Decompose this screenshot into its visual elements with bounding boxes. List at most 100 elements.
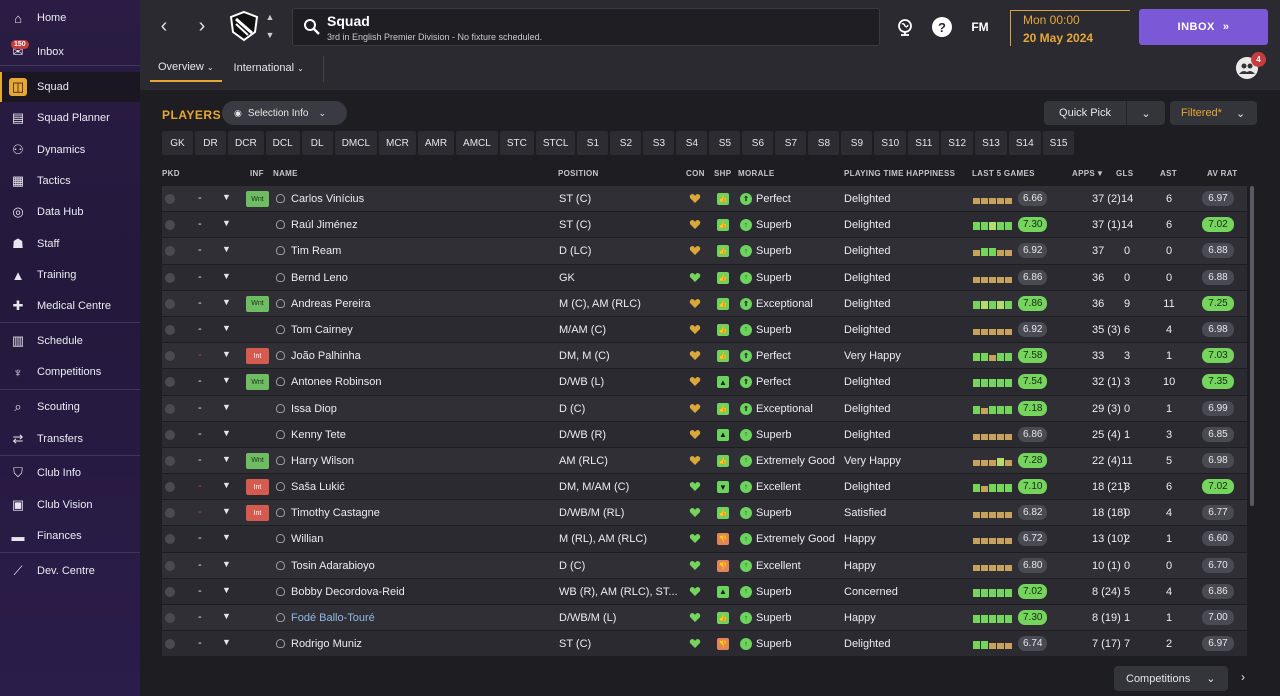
sidebar-item-squad[interactable]: ◫ Squad [0, 72, 140, 102]
fm-logo[interactable]: FM [971, 20, 989, 34]
position-filter-s5[interactable]: S5 [709, 131, 741, 155]
chevron-down-icon[interactable]: ▼ [222, 584, 231, 595]
table-row[interactable]: - ▼ Wnt Carlos Vinícius ST (C) 👍 ⇑ Perfect Delig… [162, 186, 1247, 213]
table-row[interactable]: - ▼ Tosin Adarabioyo D (C) 👎 ↑ Excellent Happy 6… [162, 552, 1247, 579]
position-filter-s11[interactable]: S11 [908, 131, 940, 155]
position-filter-stcl[interactable]: STCL [535, 131, 576, 155]
chevron-down-icon[interactable]: ▼ [222, 453, 231, 464]
col-name[interactable]: NAME [273, 169, 298, 178]
picked-indicator[interactable] [165, 613, 175, 623]
sidebar-item-competitions[interactable]: ♆ Competitions [0, 357, 140, 387]
tab-overview[interactable]: Overview ⌄ [150, 54, 222, 82]
table-row[interactable]: - ▼ Int Saša Lukić DM, M/AM (C) ▼ ↑ Excellent De… [162, 474, 1247, 501]
selection-status[interactable]: - [198, 192, 202, 204]
selection-status[interactable]: - [198, 401, 202, 414]
chevron-down-icon[interactable]: ▼ [222, 218, 231, 229]
player-name[interactable]: Bobby Decordova-Reid [291, 585, 405, 598]
col-playing-time-happiness[interactable]: PLAYING TIME HAPPINESS [844, 169, 956, 178]
sidebar-item-home[interactable]: ⌂ Home [0, 3, 140, 33]
player-name[interactable]: Antonee Robinson [291, 376, 382, 389]
table-row[interactable]: - ▼ Bernd Leno GK 👍 ↑ Superb Delighted 6.86 36 0 0 6… [162, 264, 1247, 291]
club-switch-icon[interactable]: ▲ ▼ [265, 12, 275, 40]
next-arrow-icon[interactable]: › [1241, 670, 1245, 684]
table-scrollbar[interactable] [1250, 186, 1254, 506]
player-name[interactable]: Tom Cairney [291, 323, 353, 336]
picked-indicator[interactable] [165, 220, 175, 231]
position-filter-s8[interactable]: S8 [808, 131, 840, 155]
position-filter-gk[interactable]: GK [162, 131, 193, 155]
picked-indicator[interactable] [165, 534, 175, 545]
position-filter-mcr[interactable]: MCR [379, 131, 416, 155]
selection-status[interactable]: - [198, 244, 202, 257]
position-filter-s9[interactable]: S9 [841, 131, 873, 155]
chevron-down-icon[interactable]: ▼ [222, 322, 231, 333]
sidebar-item-staff[interactable]: ☗ Staff [0, 229, 140, 259]
selection-status[interactable]: - [198, 296, 202, 309]
chevron-down-icon[interactable]: ▼ [222, 558, 231, 569]
sidebar-item-schedule[interactable]: ▥ Schedule [0, 326, 140, 356]
player-name[interactable]: Issa Diop [291, 402, 337, 415]
player-name[interactable]: Andreas Pereira [291, 297, 371, 310]
table-row[interactable]: - ▼ Int João Palhinha DM, M (C) 👍 ⇑ Perfect Very… [162, 343, 1247, 370]
player-name[interactable]: Carlos Vinícius [291, 193, 365, 205]
help-icon[interactable]: ? [932, 17, 952, 37]
chevron-down-icon[interactable]: ▼ [222, 375, 231, 386]
table-row[interactable]: - ▼ Wnt Andreas Pereira M (C), AM (RLC) 👍 ⇑ Exc… [162, 290, 1247, 317]
chevron-down-icon[interactable]: ▼ [222, 532, 231, 543]
selection-status[interactable]: - [198, 532, 202, 545]
tab-international[interactable]: International ⌄ [226, 54, 312, 82]
globe-icon[interactable] [895, 17, 915, 37]
picked-indicator[interactable] [165, 429, 175, 440]
col-morale[interactable]: MORALE [738, 169, 775, 178]
player-name[interactable]: Tosin Adarabioyo [291, 559, 375, 572]
player-name[interactable]: Saša Lukić [291, 481, 345, 494]
player-name[interactable]: Willian [291, 533, 324, 546]
chevron-down-icon[interactable]: ▼ [222, 296, 231, 307]
col-inf[interactable]: INF [250, 169, 264, 178]
sidebar-item-club-info[interactable]: ⛉ Club Info [0, 458, 140, 488]
sidebar-item-medical-centre[interactable]: ✚ Medical Centre [0, 291, 140, 321]
chevron-down-icon[interactable]: ▼ [222, 401, 231, 412]
chevron-down-icon[interactable]: ⌄ [1126, 101, 1165, 125]
sidebar-item-inbox[interactable]: ✉ 150 Inbox [0, 37, 140, 67]
picked-indicator[interactable] [165, 272, 175, 283]
sidebar-item-dev-centre[interactable]: ⟋ Dev. Centre [0, 556, 140, 586]
picked-indicator[interactable] [165, 508, 175, 519]
chevron-down-icon[interactable]: ▼ [222, 427, 231, 438]
position-filter-s4[interactable]: S4 [676, 131, 708, 155]
chevron-down-icon[interactable]: ▼ [222, 349, 231, 360]
col-gls[interactable]: GLS [1116, 169, 1134, 178]
competitions-button[interactable]: Competitions ⌄ [1114, 666, 1228, 691]
position-filter-dcr[interactable]: DCR [228, 131, 264, 155]
player-name[interactable]: Rodrigo Muniz [291, 638, 362, 651]
sidebar-item-training[interactable]: ▲ Training [0, 260, 140, 290]
selection-status[interactable]: - [198, 480, 202, 493]
selection-status[interactable]: - [198, 218, 202, 231]
table-row[interactable]: - ▼ Willian M (RL), AM (RLC) 👎 ↑ Extremely Goo… [162, 526, 1247, 553]
picked-indicator[interactable] [165, 246, 175, 257]
chevron-down-icon[interactable]: ▼ [222, 480, 231, 491]
selection-status[interactable]: - [198, 558, 202, 571]
filter-button[interactable]: Filtered* ⌄ [1170, 101, 1257, 125]
table-row[interactable]: - ▼ Issa Diop D (C) 👍 ⇑ Exceptional Delighted 7.… [162, 395, 1247, 422]
forward-arrow-icon[interactable]: › [198, 14, 206, 37]
position-filter-s12[interactable]: S12 [941, 131, 974, 155]
position-filter-dmcl[interactable]: DMCL [334, 131, 378, 155]
inbox-button[interactable]: INBOX » [1139, 9, 1268, 45]
title-search-box[interactable]: Squad 3rd in English Premier Division - … [292, 8, 880, 46]
picked-indicator[interactable] [165, 482, 175, 493]
chevron-down-icon[interactable]: ▼ [222, 611, 231, 621]
selection-status[interactable]: - [198, 584, 202, 597]
back-arrow-icon[interactable]: ‹ [160, 14, 168, 37]
selection-status[interactable]: - [198, 453, 202, 466]
picked-indicator[interactable] [165, 377, 175, 388]
sidebar-item-tactics[interactable]: ▦ Tactics [0, 166, 140, 196]
selection-info-button[interactable]: ◉ Selection Info ⌄ [222, 101, 347, 125]
player-name[interactable]: Fodé Ballo-Touré [291, 612, 375, 624]
chevron-down-icon[interactable]: ▼ [222, 506, 231, 517]
selection-status[interactable]: - [198, 427, 202, 440]
picked-indicator[interactable] [165, 403, 175, 414]
picked-indicator[interactable] [165, 455, 175, 466]
position-filter-dl[interactable]: DL [301, 131, 333, 155]
picked-indicator[interactable] [165, 194, 175, 204]
